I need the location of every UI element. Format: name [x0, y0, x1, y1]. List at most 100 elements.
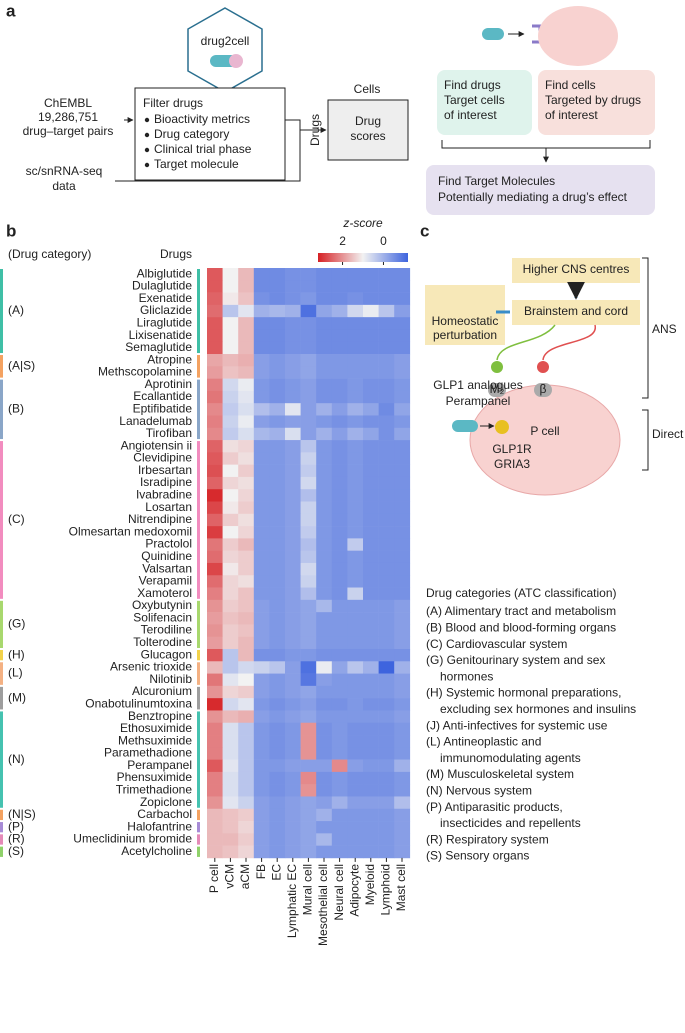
heat-cell	[363, 575, 379, 588]
heat-cell	[222, 821, 239, 834]
label: Potentially mediating a drug’s effect	[438, 190, 628, 204]
heat-cell	[347, 747, 364, 760]
heat-cell	[238, 476, 255, 490]
heat-cell	[300, 501, 317, 515]
drug-label: Solifenacin	[133, 610, 192, 624]
heat-cell	[285, 538, 301, 551]
heat-cell	[207, 710, 223, 724]
heat-cell	[238, 808, 255, 822]
heat-cell	[394, 538, 411, 551]
heat-cell	[300, 390, 317, 404]
heat-cell	[269, 378, 286, 392]
heat-cell	[285, 796, 301, 810]
heat-cell	[238, 747, 255, 760]
column-label: FB	[254, 864, 268, 879]
heat-cell	[331, 366, 348, 379]
heat-cell	[316, 440, 333, 453]
legend-entry: (R) Respiratory system	[426, 832, 549, 846]
heat-cell	[378, 575, 395, 588]
heat-cell	[363, 415, 379, 429]
heat-cell	[316, 685, 333, 699]
heat-cell	[253, 624, 270, 637]
heat-cell	[238, 427, 255, 441]
legend-entry: (C) Cardiovascular system	[426, 637, 567, 651]
heat-cell	[378, 341, 395, 355]
drug-label: Nitrendipine	[128, 512, 192, 526]
category-label: (A)	[8, 303, 24, 317]
label: GLP1R	[492, 442, 532, 456]
heat-cell	[207, 526, 223, 539]
bullet	[144, 147, 150, 153]
heat-cell	[269, 698, 286, 711]
heat-cell	[347, 476, 364, 490]
heat-cell	[331, 845, 348, 859]
heat-cell	[316, 710, 333, 724]
label: drug2cell	[201, 34, 250, 48]
heat-cell	[253, 698, 270, 711]
panel-label: c	[420, 221, 429, 240]
heat-cell	[300, 341, 317, 355]
heat-cell	[394, 747, 411, 760]
heat-cell	[316, 341, 333, 355]
heat-cell	[316, 280, 333, 293]
heat-cell	[378, 304, 395, 318]
heat-cell	[394, 710, 411, 724]
heat-cell	[347, 427, 364, 441]
heat-cell	[300, 513, 317, 527]
heat-cell	[394, 722, 411, 736]
category-bar	[0, 355, 3, 378]
heat-cell	[363, 845, 379, 859]
category-bar	[0, 662, 3, 685]
heat-cell	[378, 489, 395, 502]
heat-cell	[253, 329, 270, 343]
heat-cell	[269, 501, 286, 515]
heat-cell	[300, 833, 317, 846]
heat-cell	[207, 403, 223, 416]
drug-label: Phensuximide	[117, 770, 193, 784]
legend-entry: hormones	[440, 669, 493, 683]
heat-cell	[207, 845, 223, 859]
label: Find drugs	[444, 78, 501, 92]
heat-cell	[363, 464, 379, 478]
heat-cell	[378, 452, 395, 465]
heat-cell	[331, 685, 348, 699]
heat-cell	[316, 648, 333, 662]
heat-cell	[300, 710, 317, 724]
heat-cell	[300, 685, 317, 699]
heat-cell	[222, 304, 239, 318]
heat-cell	[378, 378, 395, 392]
heat-cell	[207, 759, 223, 773]
heat-cell	[300, 268, 317, 281]
heat-cell	[316, 747, 333, 760]
heat-cell	[253, 354, 270, 367]
heat-cell	[316, 452, 333, 465]
heat-cell	[347, 341, 364, 355]
column-label: Adipocyte	[347, 864, 361, 917]
heat-cell	[363, 390, 379, 404]
heat-cell	[222, 452, 239, 465]
drug-label: Clevidipine	[133, 451, 192, 465]
heat-cell	[285, 280, 301, 293]
heat-cell	[253, 538, 270, 551]
heat-cell	[285, 710, 301, 724]
heat-cell	[394, 501, 411, 515]
drug-label: Lixisenatide	[129, 328, 193, 342]
legend-entry: (L) Antineoplastic and	[426, 735, 541, 749]
heat-cell	[363, 427, 379, 441]
heat-cell	[238, 833, 255, 846]
heat-cell	[347, 673, 364, 687]
drug-label: Albiglutide	[137, 266, 193, 280]
drug-label: Lanadelumab	[119, 414, 192, 428]
heat-cell	[207, 612, 223, 625]
column-label: Myeloid	[363, 864, 377, 905]
heat-cell	[300, 280, 317, 293]
label: data	[52, 179, 76, 193]
heat-cell	[363, 403, 379, 416]
heat-cell	[222, 673, 239, 687]
heat-cell	[207, 796, 223, 810]
heat-cell	[269, 562, 286, 576]
label: perturbation	[433, 328, 497, 342]
drug-label: Methsuximide	[118, 733, 192, 747]
heat-cell	[222, 390, 239, 404]
heat-cell	[207, 722, 223, 736]
